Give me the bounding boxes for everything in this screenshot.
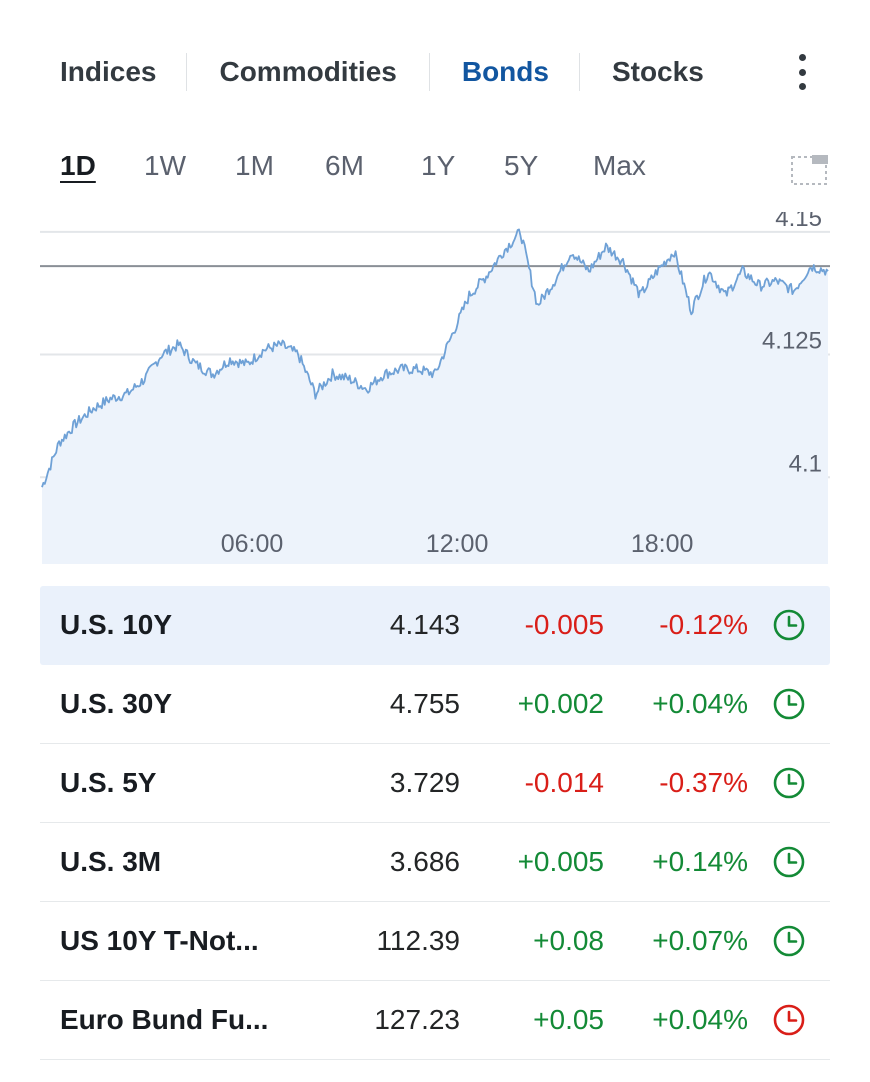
instrument-name[interactable]: U.S. 3M [60, 846, 162, 877]
y-tick-label: 4.125 [762, 328, 822, 355]
change-percent: +0.04% [652, 1004, 748, 1035]
tab-commodities[interactable]: Commodities [219, 56, 397, 87]
change-percent: +0.07% [652, 925, 748, 956]
change-value: +0.002 [517, 688, 604, 719]
instrument-name[interactable]: U.S. 5Y [60, 767, 157, 798]
tab-indices[interactable]: Indices [60, 56, 157, 87]
range-tab-5y[interactable]: 5Y [504, 150, 539, 181]
change-value: -0.005 [524, 609, 604, 640]
change-value: +0.005 [517, 846, 604, 877]
range-tabs: 1D 1W 1M 6M 1Y 5Y Max [40, 150, 830, 194]
last-price: 3.729 [389, 767, 460, 798]
instrument-name[interactable]: Euro Bund Fu... [60, 1004, 269, 1035]
category-tabs: Indices Commodities Bonds Stocks [40, 40, 830, 104]
change-percent: -0.37% [659, 767, 748, 798]
quotes-table: U.S. 10Y 4.143 -0.005 -0.12% U.S. 30Y 4.755 +0… [40, 586, 830, 1060]
clock-icon [773, 1004, 805, 1036]
last-price: 4.143 [389, 609, 460, 640]
clock-icon [773, 846, 805, 878]
change-percent: -0.12% [659, 609, 748, 640]
tab-bonds[interactable]: Bonds [461, 56, 549, 87]
price-line [41, 228, 829, 488]
change-value: +0.08 [533, 925, 604, 956]
range-tab-6m[interactable]: 6M [325, 150, 364, 181]
change-percent: +0.04% [652, 688, 748, 719]
change-percent: +0.14% [652, 846, 748, 877]
x-tick-label: 12:00 [426, 530, 489, 558]
table-row[interactable]: U.S. 3M 3.686 +0.005 +0.14% [40, 823, 830, 902]
table-row[interactable]: U.S. 10Y 4.143 -0.005 -0.12% [40, 586, 830, 665]
tab-divider [186, 53, 188, 91]
last-price: 4.755 [389, 688, 460, 719]
range-tab-1y[interactable]: 1Y [421, 150, 456, 181]
tab-divider [428, 53, 430, 91]
change-value: +0.05 [533, 1004, 604, 1035]
clock-icon [773, 767, 805, 799]
table-row[interactable]: US 10Y T-Not... 112.39 +0.08 +0.07% [40, 902, 830, 981]
price-area [42, 229, 828, 564]
change-value: -0.014 [524, 767, 604, 798]
range-tab-1m[interactable]: 1M [235, 150, 274, 181]
instrument-name[interactable]: US 10Y T-Not... [60, 925, 259, 956]
x-tick-label: 06:00 [221, 530, 284, 558]
range-tab-1d[interactable]: 1D [60, 150, 96, 181]
instrument-name[interactable]: U.S. 10Y [60, 609, 173, 640]
clock-icon [773, 688, 805, 720]
expand-chart-icon[interactable] [790, 154, 828, 186]
more-vertical-icon[interactable] [792, 54, 812, 90]
clock-icon [773, 609, 805, 641]
clock-icon [773, 925, 805, 957]
last-price: 112.39 [376, 925, 460, 956]
table-row[interactable]: U.S. 30Y 4.755 +0.002 +0.04% [40, 665, 830, 744]
tab-stocks[interactable]: Stocks [611, 56, 704, 87]
instrument-name[interactable]: U.S. 30Y [60, 688, 173, 719]
range-tab-1w[interactable]: 1W [144, 150, 186, 181]
x-tick-label: 18:00 [631, 530, 694, 558]
chart-canvas: 4.1 4.125 4.15 06:00 12:00 18:00 [40, 212, 830, 564]
y-tick-label: 4.1 [789, 450, 822, 477]
range-tab-max[interactable]: Max [593, 150, 646, 181]
last-price: 3.686 [389, 846, 460, 877]
tab-divider [578, 53, 580, 91]
price-chart[interactable]: 4.1 4.125 4.15 06:00 12:00 18:00 [40, 212, 830, 564]
y-tick-label: 4.15 [775, 212, 822, 232]
table-row[interactable]: U.S. 5Y 3.729 -0.014 -0.37% [40, 744, 830, 823]
last-price: 127.23 [374, 1004, 460, 1035]
table-row[interactable]: Euro Bund Fu... 127.23 +0.05 +0.04% [40, 981, 830, 1060]
